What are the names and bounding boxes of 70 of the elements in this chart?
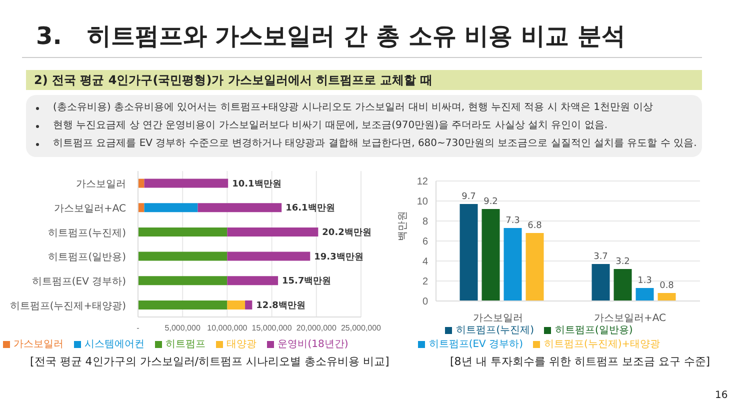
bar — [245, 300, 252, 310]
data-label: 3.7 — [594, 252, 608, 262]
y-tick-label: 가스보일러 — [76, 179, 126, 190]
bar — [482, 209, 500, 301]
chart-subtitle: 2) 전국 평균 4인가구(국민평형)가 가스보일러에서 히트펌프로 교체할 때 — [26, 70, 702, 90]
bar — [138, 227, 228, 236]
annotation: 20.2백만원 — [322, 228, 372, 238]
x-tick-label: 25,000,000 — [340, 324, 382, 333]
y-tick-label: 6 — [422, 236, 428, 248]
bar — [614, 269, 632, 301]
bar — [227, 300, 246, 310]
bar — [227, 276, 278, 286]
annotation: 19.3백만원 — [314, 252, 364, 262]
bar — [227, 227, 318, 236]
x-tick-label: 10,000,000 — [207, 324, 248, 333]
bar — [138, 300, 228, 310]
bar — [144, 203, 198, 212]
data-label: 6.8 — [528, 221, 542, 231]
legend-label: 가스보일러 — [14, 339, 64, 350]
bar — [592, 264, 610, 301]
y-axis-title: 백만원 — [398, 211, 409, 241]
legend-label: 히트펌프(일반용) — [555, 325, 633, 336]
text: 히트펌프 요금제를 EV 경부하 수준으로 변경하거나 태양광과 결합해 보급한다면, 680~730만원의 보조금으로 실질적인 설치를 유도할 수 있음. — [52, 137, 697, 151]
legend-label: 히트펌프(누진제) — [456, 325, 534, 336]
bar — [138, 276, 228, 286]
bar — [198, 203, 282, 212]
y-tick-label: 가스보일러+AC — [54, 204, 126, 214]
y-tick-label: 10 — [416, 196, 428, 208]
bar — [658, 293, 676, 301]
y-tick-label: 4 — [422, 256, 428, 268]
bar — [636, 288, 654, 301]
legend-label: 히트펌프(누진제)+태양광 — [544, 339, 660, 350]
annotation: 12.8백만원 — [256, 301, 306, 312]
text: [8년 내 투자회수를 위한 히트펌프 보조금 요구 수준] — [450, 354, 710, 369]
x-tick-label: 15,000,000 — [252, 324, 292, 333]
bar — [504, 228, 522, 301]
data-label: 0.8 — [660, 281, 674, 291]
y-tick-label: 2 — [422, 276, 428, 288]
x-tick-label: 5,000,000 — [164, 324, 201, 333]
annotation: 15.7백만원 — [282, 276, 332, 287]
bar — [526, 233, 544, 301]
y-tick-label: 히트펌프(일반용) — [48, 252, 126, 264]
text: [전국 평균 4인가구의 가스보일러/히트펌프 시나리오별 총소유비용 비교] — [30, 354, 390, 369]
annotation: 10.1백만원 — [232, 179, 282, 190]
x-tick-label: 20,000,000 — [296, 324, 337, 333]
y-tick-label: 0 — [422, 296, 428, 308]
legend-label: 태양광 — [226, 339, 257, 350]
text: 16 — [715, 390, 728, 401]
legend-label: 히트펌프 — [166, 339, 206, 350]
y-tick-label: 히트펌프(누진제) — [48, 228, 126, 239]
data-label: 1.3 — [638, 276, 652, 286]
data-label: 9.2 — [484, 197, 498, 207]
legend-label: 운영비(18년간) — [278, 339, 348, 350]
y-tick-label: 히트펌프(누진제+태양광) — [10, 300, 126, 312]
bar — [144, 178, 228, 188]
annotation: 16.1백만원 — [286, 204, 335, 214]
chart-title: 3. 히트펌프와 가스보일러 간 총 소유 비용 비교 분석 — [36, 21, 626, 52]
bar — [460, 204, 478, 301]
bar — [227, 252, 310, 261]
text: 현행 누진요금제 상 연간 운영비용이 가스보일러보다 비싸기 때문에, 보조금(970만원)을 주더라도 사실상 설치 유인이 없음. — [52, 119, 609, 133]
bar — [138, 252, 228, 261]
data-label: 7.3 — [506, 216, 520, 226]
x-tick-label: - — [136, 324, 140, 333]
data-label: 9.7 — [462, 192, 476, 202]
y-tick-label: 히트펌프(EV 경부하) — [32, 276, 126, 288]
y-tick-label: 12 — [416, 176, 428, 188]
text: (총소유비용) 총소유비용에 있어서는 히트펌프+태양광 시나리오도 가스보일러 대비 비싸며, 현행 누진제 적용 시 차액은 1천만원 이상 — [52, 101, 654, 115]
y-tick-label: 8 — [422, 216, 428, 228]
data-label: 3.2 — [616, 257, 630, 267]
legend-label: 시스템에어컨 — [84, 339, 145, 350]
